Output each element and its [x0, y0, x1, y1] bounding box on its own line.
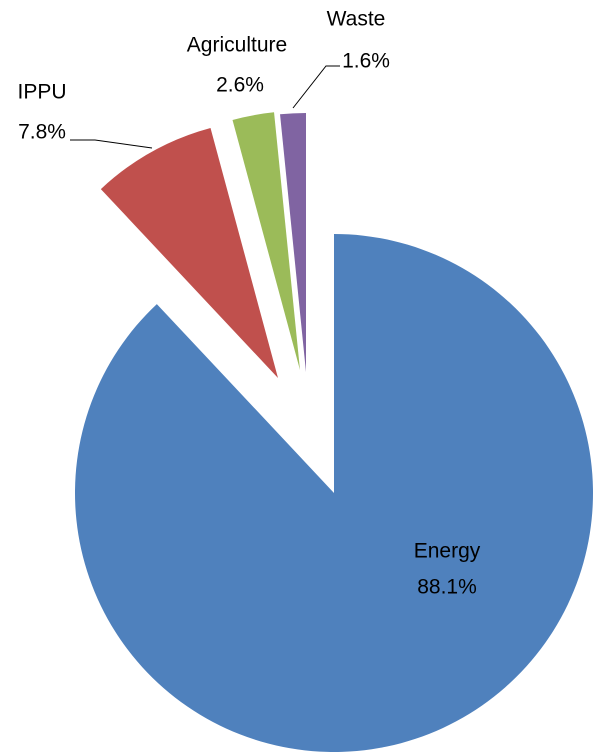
slice-label: Agriculture [187, 34, 287, 57]
slice-label: Waste [327, 8, 386, 31]
leader-line [70, 139, 153, 149]
pie-slice [100, 127, 278, 378]
value-label: 7.8% [18, 121, 66, 144]
slice-label: IPPU [17, 81, 66, 104]
pie-slice [74, 234, 594, 752]
pie-slice [232, 112, 300, 370]
value-label: 2.6% [216, 74, 264, 97]
pie-slice [280, 113, 306, 372]
value-label: 88.1% [417, 576, 477, 599]
slice-label: Energy [414, 540, 481, 563]
leader-line [292, 65, 340, 109]
value-label: 1.6% [342, 50, 390, 73]
